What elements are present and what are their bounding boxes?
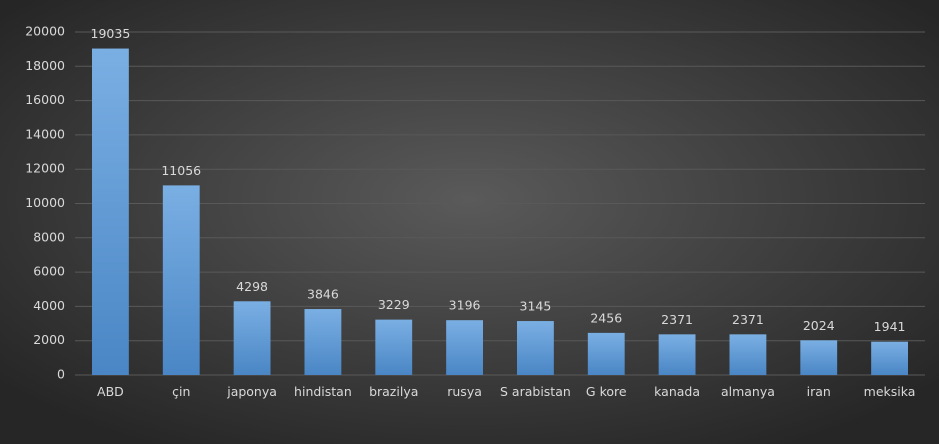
data-label: 3196: [449, 298, 481, 313]
y-tick-label: 20000: [25, 24, 65, 39]
bar: [92, 48, 129, 376]
y-tick-label: 8000: [33, 229, 65, 244]
data-label: 2371: [732, 312, 764, 327]
y-tick-label: 12000: [25, 161, 65, 176]
bar: [871, 341, 908, 375]
bar: [517, 321, 554, 375]
data-label: 2024: [803, 318, 835, 333]
data-label: 11056: [161, 163, 201, 178]
bar: [446, 320, 483, 375]
x-tick-label-box: kanada: [654, 384, 700, 399]
x-tick-label: G kore: [585, 384, 627, 399]
x-tick-label: ABD: [97, 384, 124, 399]
bar: [729, 334, 767, 375]
bar: [800, 340, 838, 375]
x-tick-label-box: iran: [806, 384, 831, 399]
y-tick-label: 0: [57, 367, 65, 382]
x-tick-label-box: brazilya: [369, 384, 419, 399]
data-label: 2371: [661, 312, 693, 327]
data-label: 19035: [91, 26, 131, 41]
x-tick-label-box: S arabistan: [500, 384, 571, 399]
x-tick-label-box: çin: [172, 384, 191, 399]
x-tick-label-box: meksika: [863, 384, 916, 399]
x-tick-label: çin: [172, 384, 191, 399]
bar: [233, 301, 271, 375]
x-tick-label: almanya: [720, 384, 775, 399]
x-tick-label-box: G kore: [585, 384, 627, 399]
bar: [658, 334, 696, 375]
x-tick-label: iran: [806, 384, 831, 399]
data-label: 3145: [520, 299, 552, 314]
x-tick-label-box: japonya: [227, 384, 277, 399]
x-tick-label: hindistan: [294, 384, 352, 399]
x-tick-label: rusya: [447, 384, 482, 399]
data-label: 3229: [378, 297, 410, 312]
bar: [304, 309, 342, 375]
x-tick-label: brazilya: [369, 384, 419, 399]
y-tick-label: 2000: [33, 332, 65, 347]
y-tick-label: 18000: [25, 58, 65, 73]
data-label: 1941: [874, 319, 906, 334]
y-tick-label: 16000: [25, 92, 65, 107]
y-tick-label: 14000: [25, 126, 65, 141]
bar: [587, 332, 625, 375]
y-tick-label: 6000: [33, 264, 65, 279]
x-tick-label-box: rusya: [447, 384, 482, 399]
bar: [162, 185, 200, 375]
x-tick-label-box: almanya: [720, 384, 775, 399]
y-tick-label: 4000: [33, 298, 65, 313]
x-tick-label: kanada: [654, 384, 700, 399]
x-tick-label: meksika: [863, 384, 916, 399]
x-tick-label: S arabistan: [500, 384, 571, 399]
data-label: 2456: [590, 310, 622, 325]
bar: [375, 319, 413, 375]
y-tick-label: 10000: [25, 195, 65, 210]
x-tick-label-box: ABD: [97, 384, 124, 399]
x-tick-label: japonya: [227, 384, 277, 399]
data-label: 3846: [307, 287, 339, 302]
x-tick-label-box: hindistan: [294, 384, 352, 399]
data-label: 4298: [236, 279, 268, 294]
